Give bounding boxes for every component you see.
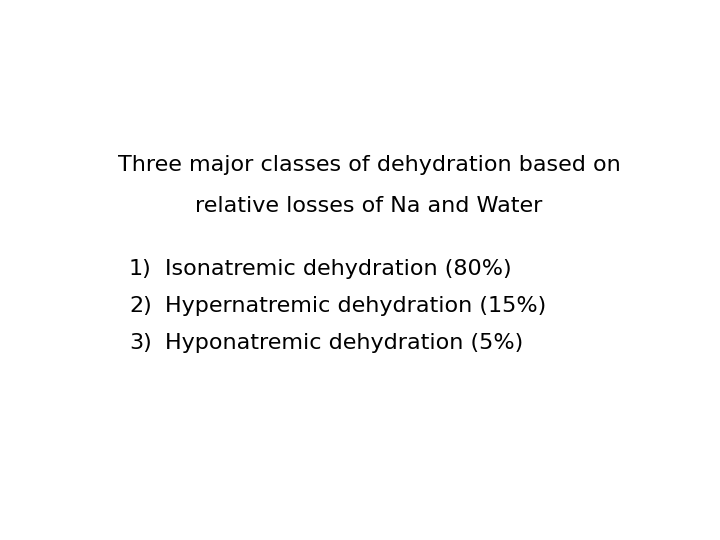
Text: Hypernatremic dehydration (15%): Hypernatremic dehydration (15%): [166, 296, 546, 316]
Text: 1): 1): [129, 259, 152, 279]
Text: 2): 2): [129, 296, 152, 316]
Text: Isonatremic dehydration (80%): Isonatremic dehydration (80%): [166, 259, 512, 279]
Text: relative losses of Na and Water: relative losses of Na and Water: [195, 196, 543, 216]
Text: Three major classes of dehydration based on: Three major classes of dehydration based…: [117, 154, 621, 174]
Text: Hyponatremic dehydration (5%): Hyponatremic dehydration (5%): [166, 333, 523, 353]
Text: 3): 3): [129, 333, 152, 353]
